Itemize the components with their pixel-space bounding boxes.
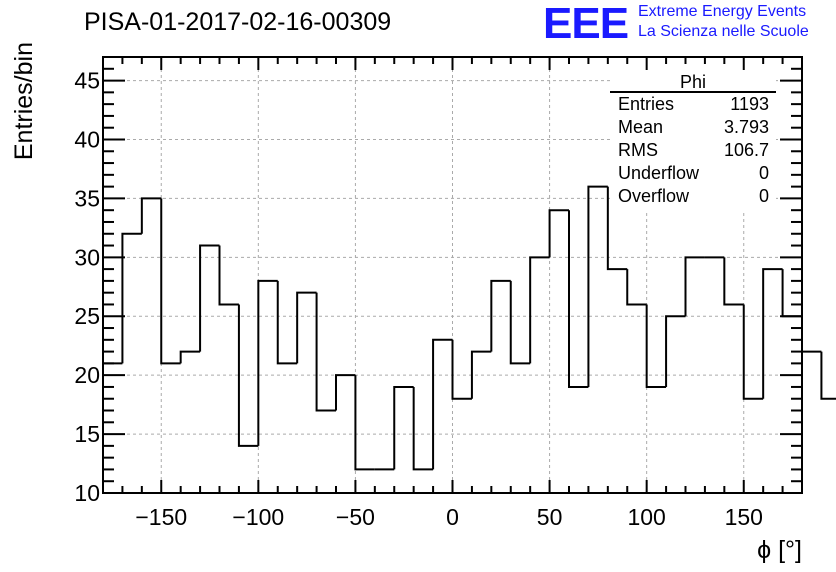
stats-value: 0 (759, 186, 769, 206)
histogram-bin (470, 350, 492, 399)
stats-box: Phi Entries 1193 Mean 3.793 RMS 106.7 Underflow… (610, 70, 776, 210)
x-tick-label: 0 (446, 504, 459, 530)
histogram-bin (412, 386, 434, 471)
histogram-bin (665, 315, 686, 387)
x-tick-label: −50 (336, 504, 375, 530)
histogram-bin (801, 316, 822, 353)
stats-value: 3.793 (724, 117, 769, 137)
histogram-bin (684, 256, 705, 317)
stats-label: RMS (618, 140, 658, 160)
histogram-bin (606, 186, 628, 271)
histogram-bin (451, 339, 472, 400)
histogram-bars (103, 185, 836, 471)
histogram-bin (645, 304, 667, 388)
eee-logo: EEE (543, 0, 629, 48)
histogram-bin (568, 210, 589, 388)
stats-background (610, 70, 776, 210)
y-tick-label: 30 (74, 244, 100, 270)
histogram-bin (490, 279, 511, 352)
histogram-bin (199, 244, 220, 352)
histogram-bin (820, 351, 836, 400)
histogram-bin (509, 280, 531, 365)
histogram-bin (315, 292, 336, 412)
histogram-bin (296, 291, 317, 364)
histogram-bin (626, 269, 647, 306)
histogram-bin (276, 280, 298, 365)
x-tick-label: 150 (725, 504, 763, 530)
histogram-bin (218, 245, 239, 306)
histogram-bin (257, 279, 278, 446)
histogram-bin (762, 268, 783, 399)
stats-title: Phi (680, 72, 706, 92)
y-tick-label: 40 (74, 126, 100, 152)
x-tick-label: 50 (537, 504, 563, 530)
y-axis-label: Entries/bin (10, 42, 38, 160)
histogram-bin (179, 350, 201, 364)
histogram-bin (237, 304, 259, 447)
chart-title: PISA-01-2017-02-16-00309 (84, 8, 392, 36)
histogram-bin (140, 197, 162, 234)
x-tick-label: 100 (627, 504, 665, 530)
stats-label: Overflow (618, 186, 690, 206)
stats-label: Entries (618, 94, 674, 114)
stats-value: 1193 (730, 94, 769, 114)
histogram-bin (432, 338, 453, 470)
histogram-bin (742, 304, 764, 400)
histogram-bin (121, 232, 142, 364)
x-axis-label: ϕ [°] (757, 536, 802, 564)
logo-line-1: Extreme Energy Events (638, 3, 807, 20)
stats-label: Mean (618, 117, 663, 137)
histogram-bin (587, 185, 608, 387)
axis-labels: −150 −100 −50 0 50 100 150 10 15 20 25 30 35 40 45 ϕ [°… (10, 42, 802, 564)
histogram-bin (393, 385, 414, 470)
y-tick-label: 35 (74, 185, 100, 211)
y-tick-label: 45 (74, 68, 100, 94)
y-tick-label: 25 (74, 303, 100, 329)
histogram-bin (160, 198, 181, 365)
y-tick-label: 15 (74, 421, 100, 447)
histogram-bin (335, 374, 356, 411)
y-tick-label: 20 (74, 362, 100, 388)
stats-label: Underflow (618, 163, 700, 183)
histogram-bin (529, 256, 550, 364)
axes (102, 56, 803, 494)
logo-line-2: La Scienza nelle Scuole (638, 23, 809, 40)
stats-value: 106.7 (724, 140, 769, 160)
y-tick-label: 10 (74, 480, 100, 506)
x-tick-label: −150 (135, 504, 187, 530)
x-tick-label: −100 (232, 504, 284, 530)
histogram-bin (354, 375, 375, 471)
stats-value: 0 (759, 163, 769, 183)
histogram-bin (723, 257, 744, 306)
histogram-bin (548, 209, 569, 258)
